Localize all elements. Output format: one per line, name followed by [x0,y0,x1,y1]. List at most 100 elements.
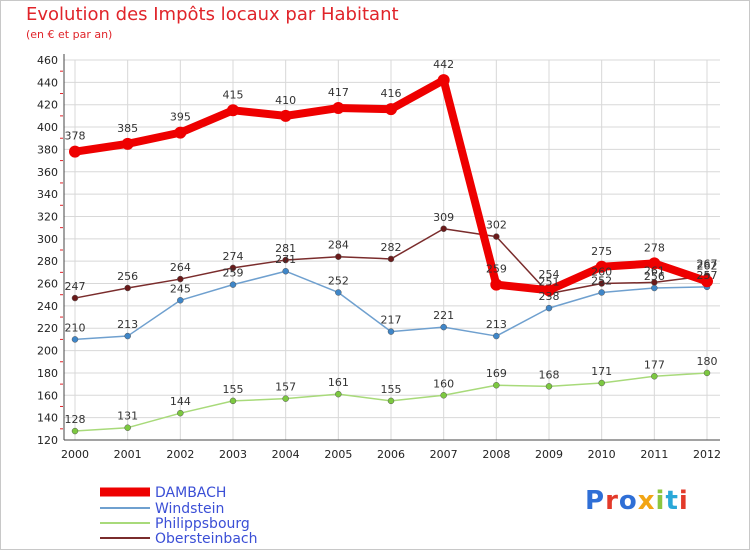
data-label: 213 [486,318,507,331]
data-label: 238 [539,290,560,303]
data-label: 161 [328,376,349,389]
x-tick-label: 2011 [640,448,668,461]
data-label: 160 [433,377,454,390]
data-label: 155 [223,383,244,396]
data-point-philippsbourg [282,395,289,402]
data-label: 177 [644,358,665,371]
data-label: 257 [697,269,718,282]
y-tick-label: 360 [37,166,58,179]
data-point-windstein [177,297,184,304]
data-label: 180 [697,355,718,368]
logo-letter: x [637,486,656,516]
y-tick-label: 260 [37,278,58,291]
data-point-obersteinbach [71,294,79,302]
data-point-windstein [440,323,447,331]
data-point-obersteinbach [282,256,289,264]
y-tick-label: 320 [37,210,58,223]
data-point-dambach [490,278,503,291]
data-point-dambach [69,145,81,158]
data-point-windstein [229,281,237,288]
data-label: 378 [65,130,86,143]
x-tick-label: 2008 [482,448,510,461]
data-point-dambach [174,126,187,139]
data-point-philippsbourg [651,373,658,380]
x-tick-label: 2006 [377,448,405,461]
data-point-windstein [124,332,131,340]
logo-letter: i [655,486,666,516]
data-label: 415 [223,88,244,101]
x-tick-label: 2005 [324,448,352,461]
logo-letter: r [605,486,619,516]
y-tick-label: 380 [37,143,58,156]
y-tick-label: 240 [37,300,58,313]
data-label: 260 [591,266,612,279]
y-tick-label: 160 [37,389,58,402]
data-point-obersteinbach [651,279,658,286]
data-label: 302 [486,219,507,232]
data-point-dambach [332,102,345,115]
data-label: 144 [170,395,191,408]
data-label: 281 [275,242,296,255]
data-label: 247 [65,280,86,293]
data-point-philippsbourg [124,424,131,431]
data-label: 417 [328,86,349,99]
proxiti-logo: Proxiti [585,486,689,516]
data-point-dambach [121,137,134,150]
data-point-windstein [493,332,500,340]
data-label: 278 [644,241,665,254]
data-label: 264 [170,261,191,274]
logo-letter: P [585,486,606,516]
data-label: 271 [275,253,296,266]
x-tick-label: 2004 [272,448,300,461]
data-label: 395 [170,111,191,124]
data-point-philippsbourg [387,397,395,405]
data-point-windstein [282,267,289,275]
data-label: 410 [275,94,296,107]
x-tick-label: 2003 [219,448,247,461]
data-label: 259 [223,267,244,280]
data-label: 252 [328,274,349,287]
data-label: 261 [644,264,665,277]
data-label: 284 [328,239,349,252]
data-label: 131 [117,410,138,423]
data-point-windstein [335,289,342,296]
y-tick-label: 180 [37,367,58,380]
data-label: 275 [591,245,612,258]
legend-label-philippsbourg: Philippsbourg [155,516,250,532]
data-label: 171 [591,365,612,378]
data-point-dambach [279,109,292,122]
data-point-obersteinbach [335,253,342,260]
data-point-dambach [437,74,450,87]
y-tick-label: 460 [37,54,58,67]
data-label: 282 [381,241,402,254]
data-label: 217 [381,314,402,327]
y-tick-label: 400 [37,121,58,134]
data-label: 210 [65,321,86,334]
y-tick-label: 280 [37,255,58,268]
logo-letter: t [665,486,679,516]
y-tick-label: 140 [37,412,58,425]
data-label: 256 [644,270,665,283]
data-label: 168 [539,368,560,381]
data-point-dambach [648,257,661,270]
data-point-dambach [701,275,713,288]
x-tick-label: 2000 [61,448,89,461]
x-tick-label: 2010 [588,448,616,461]
data-point-windstein [651,284,658,292]
legend-label-windstein: Windstein [155,501,224,517]
x-tick-label: 2009 [535,448,563,461]
data-point-obersteinbach [387,255,395,263]
chart-title: Evolution des Impôts locaux par Habitant [26,4,399,25]
data-label: 442 [433,58,454,71]
data-point-windstein [545,304,553,312]
data-point-philippsbourg [177,409,184,417]
x-tick-label: 2001 [114,448,142,461]
data-label: 274 [223,250,244,263]
logo-letter: o [618,486,638,516]
data-point-obersteinbach [177,275,184,283]
data-point-philippsbourg [335,390,342,398]
x-tick-label: 2002 [166,448,194,461]
data-label: 251 [539,276,560,289]
data-point-windstein [71,336,79,343]
